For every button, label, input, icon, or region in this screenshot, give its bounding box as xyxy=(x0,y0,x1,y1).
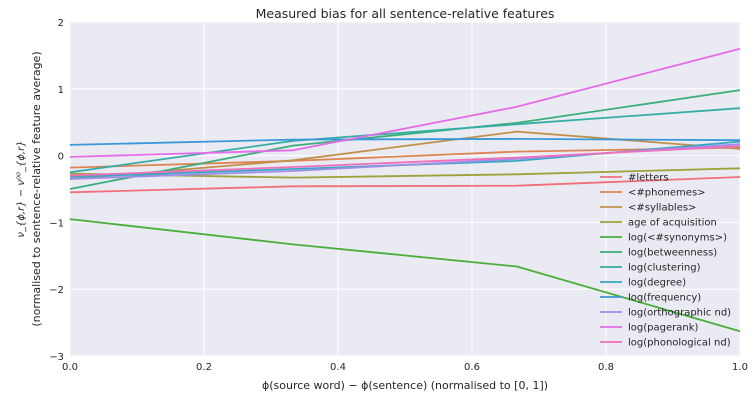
legend-label: #letters xyxy=(628,173,669,184)
series-line--phonemes- xyxy=(69,146,741,169)
x-tick-label: 0.8 xyxy=(598,362,614,373)
legend-label: log(pagerank) xyxy=(628,323,698,334)
series-line-log-phonological-nd- xyxy=(69,145,741,177)
legend: #letters <#phonemes> <#syllables> age of ac… xyxy=(600,173,731,349)
x-tick-label: 0.2 xyxy=(196,362,212,373)
x-tick-label: 0.4 xyxy=(330,362,346,373)
legend-label: <#syllables> xyxy=(628,203,696,214)
legend-label: log(clustering) xyxy=(628,263,701,274)
series-line-log-clustering- xyxy=(69,107,741,174)
legend-label: log(<#synonyms>) xyxy=(628,233,727,244)
y-tick-label: −3 xyxy=(49,352,64,363)
series-line-log-synonyms- xyxy=(69,218,741,333)
x-tick-label: 0.6 xyxy=(464,362,480,373)
series-line-log-pagerank- xyxy=(69,47,741,158)
legend-label: log(degree) xyxy=(628,278,686,289)
y-tick-label: 2 xyxy=(58,18,64,29)
legend-label: <#phonemes> xyxy=(628,188,706,199)
series-lines xyxy=(69,47,741,333)
legend-label: age of acquisition xyxy=(628,218,717,229)
y-tick-label: 0 xyxy=(58,152,64,163)
y-tick-label: −2 xyxy=(49,285,64,296)
series-line-log-frequency- xyxy=(69,137,741,146)
y-axis-label: (normalised to sentence-relative feature… xyxy=(30,51,43,326)
legend-label: log(frequency) xyxy=(628,293,701,304)
x-tick-labels: 0.0 0.2 0.4 0.6 0.8 1.0 xyxy=(62,362,748,373)
x-tick-label: 0.0 xyxy=(62,362,78,373)
series-line-log-betweenness- xyxy=(69,89,741,190)
series-line--letters xyxy=(69,176,741,194)
y-tick-label: 1 xyxy=(58,85,64,96)
y-axis-label-symbol: ν_{ϕ,r} − ν⁰⁰_{ϕ,r} xyxy=(16,140,27,237)
legend-label: log(betweenness) xyxy=(628,248,717,259)
legend-label: log(orthographic nd) xyxy=(628,308,731,319)
legend-label: log(phonological nd) xyxy=(628,338,731,349)
y-tick-labels: −3 −2 −1 0 1 2 xyxy=(49,18,64,363)
chart-title: Measured bias for all sentence-relative … xyxy=(256,6,555,21)
x-axis-label: ϕ(source word) − ϕ(sentence) (normalised… xyxy=(262,379,548,392)
y-tick-label: −1 xyxy=(49,218,64,229)
x-tick-label: 1.0 xyxy=(732,362,748,373)
